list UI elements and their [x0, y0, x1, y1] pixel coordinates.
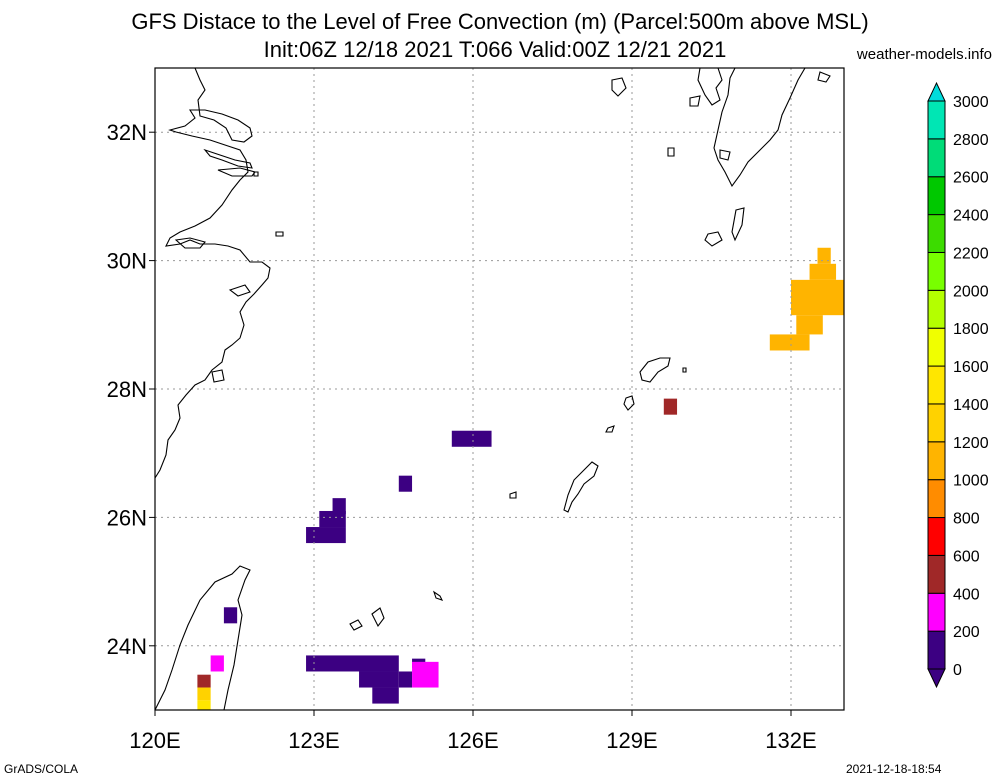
axis-ticks: 120E 123E 126E 129E 132E 24N 26N 28N 30N 32N: [107, 120, 817, 753]
map-title: GFS Distace to the Level of Free Convect…: [131, 9, 869, 34]
colorbar-swatch: [927, 138, 946, 178]
colorbar-swatch: [927, 214, 946, 253]
colorbar-label: 2000: [953, 283, 989, 300]
footer-software: GrADS/COLA: [4, 762, 79, 776]
shaded-cell: [451, 430, 492, 447]
colorbar-min-arrow: [927, 668, 946, 689]
shaded-cell: [791, 279, 844, 316]
shaded-cell: [398, 671, 413, 688]
map-subtitle: Init:06Z 12/18 2021 T:066 Valid:00Z 12/2…: [263, 37, 727, 62]
source-credit: weather-models.info: [856, 46, 992, 63]
lat-tick-label: 26N: [107, 505, 147, 530]
colorbar-swatch: [927, 592, 946, 632]
okinawa-coastline: [563, 461, 599, 513]
kyushu-coastline: [697, 68, 806, 188]
colorbar-swatch: [927, 403, 946, 443]
colorbar-swatch: [927, 327, 946, 367]
lat-tick-label: 30N: [107, 249, 147, 274]
shaded-cell: [372, 687, 399, 704]
shaded-cell: [332, 498, 346, 515]
colorbar-swatch: [927, 289, 946, 329]
shaded-cell: [663, 398, 678, 415]
graticule: [155, 68, 844, 710]
shaded-cell: [210, 655, 224, 672]
shaded-cell: [223, 607, 238, 624]
lon-tick-label: 129E: [606, 728, 657, 753]
colorbar-label: 3000: [953, 94, 989, 111]
shaded-cell: [817, 247, 831, 264]
colorbar-max-arrow: [927, 81, 946, 102]
colorbar-label: 2800: [953, 132, 989, 149]
lat-tick-label: 24N: [107, 634, 147, 659]
colorbar-swatch: [927, 479, 946, 519]
amami-coastline: [639, 357, 671, 383]
shaded-cell: [359, 671, 399, 688]
shaded-cell: [197, 674, 211, 688]
lon-tick-label: 123E: [288, 728, 339, 753]
colorbar-label: 600: [953, 548, 980, 565]
colorbar-label: 1200: [953, 435, 989, 452]
colorbar-legend: 0 200 400 600 800 1000 1200 1400 1600 1800 2000 220…: [927, 81, 989, 689]
coastlines: [155, 68, 831, 710]
shaded-cell: [769, 334, 810, 351]
lon-tick-label: 132E: [765, 728, 816, 753]
colorbar-swatch: [927, 176, 946, 216]
shaded-cell: [306, 527, 346, 544]
colorbar-label: 1600: [953, 359, 989, 376]
shaded-cell: [809, 263, 837, 280]
taiwan-coastline: [155, 565, 251, 710]
colorbar-label: 0: [953, 662, 962, 679]
colorbar-swatch: [927, 554, 946, 594]
colorbar-label: 400: [953, 586, 980, 603]
shaded-cell: [197, 687, 211, 701]
colorbar-swatch: [927, 365, 946, 405]
shaded-cell: [796, 315, 823, 335]
shaded-cell: [319, 510, 346, 528]
lon-tick-label: 120E: [129, 728, 180, 753]
shaded-cell: [398, 475, 413, 492]
colorbar-label: 2600: [953, 170, 989, 187]
colorbar-swatch: [927, 517, 946, 556]
colorbar-swatch: [927, 251, 946, 291]
lon-tick-label: 126E: [447, 728, 498, 753]
shaded-cell: [197, 700, 211, 710]
colorbar-label: 2200: [953, 245, 989, 262]
colorbar-swatch: [927, 630, 946, 670]
colorbar-label: 1400: [953, 397, 989, 414]
lat-tick-label: 28N: [107, 377, 147, 402]
china-coastline: [155, 68, 271, 479]
footer-timestamp: 2021-12-18-18:54: [846, 762, 942, 776]
colorbar-label: 2400: [953, 208, 989, 225]
colorbar-label: 200: [953, 624, 980, 641]
colorbar-label: 1000: [953, 473, 989, 490]
colorbar-label: 800: [953, 511, 980, 528]
lat-tick-label: 32N: [107, 120, 147, 145]
shaded-field: [197, 247, 844, 710]
colorbar-swatch: [927, 100, 946, 140]
colorbar-label: 1800: [953, 321, 989, 338]
shaded-cell: [412, 661, 439, 688]
colorbar-swatch: [927, 441, 946, 481]
shaded-cell: [306, 655, 399, 672]
